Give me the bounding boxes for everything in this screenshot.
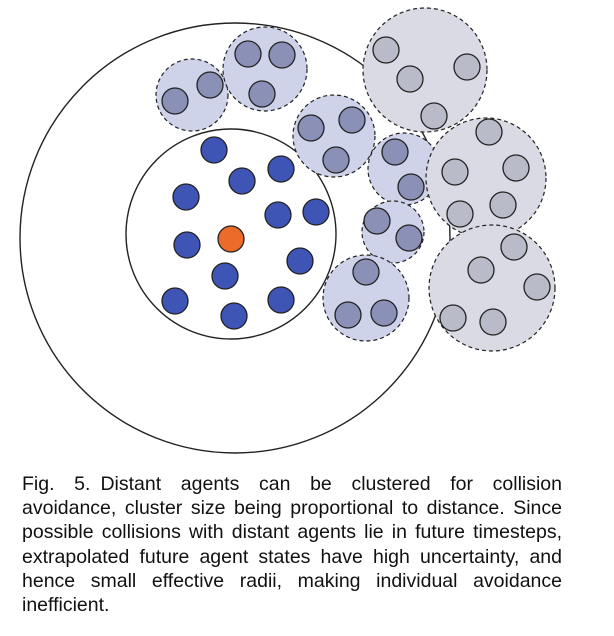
range-circles bbox=[19, 22, 451, 454]
far-agent bbox=[500, 233, 528, 261]
mid-agent bbox=[381, 138, 409, 166]
mid-agent bbox=[297, 114, 325, 142]
caption-text: Distant agents can be clustered for coll… bbox=[22, 473, 563, 617]
mid-agent bbox=[268, 41, 296, 69]
figure-caption: Fig. 5. Distant agents can be clustered f… bbox=[22, 472, 562, 617]
diagram-canvas bbox=[19, 7, 556, 454]
far-agent bbox=[453, 53, 481, 81]
mid-agent bbox=[196, 71, 224, 99]
mid-agent bbox=[395, 224, 423, 252]
mid-agent bbox=[234, 40, 262, 68]
far-agent bbox=[372, 36, 400, 64]
mid-agent bbox=[363, 207, 391, 235]
far-agent bbox=[420, 102, 448, 130]
near-agent bbox=[200, 136, 228, 164]
far-agent bbox=[475, 118, 503, 146]
inner-range-circle bbox=[125, 128, 337, 340]
mid-agent bbox=[248, 80, 276, 108]
near-agent bbox=[286, 247, 314, 275]
agents bbox=[161, 36, 551, 336]
near-agent bbox=[173, 231, 201, 259]
far-agent bbox=[467, 256, 495, 284]
clustering-diagram bbox=[19, 7, 556, 454]
far-agent bbox=[446, 200, 474, 228]
far-agent bbox=[502, 154, 530, 182]
outer-range-circle bbox=[19, 22, 451, 454]
mid-agent bbox=[322, 146, 350, 174]
far-agent bbox=[439, 304, 467, 332]
far-agent bbox=[479, 308, 507, 336]
mid-agent bbox=[352, 258, 380, 286]
mid-agent bbox=[370, 299, 398, 327]
ego-agent bbox=[217, 225, 245, 253]
far-agent bbox=[396, 65, 424, 93]
near-agent bbox=[267, 286, 295, 314]
far-agent bbox=[489, 191, 517, 219]
near-agent bbox=[172, 183, 200, 211]
mid-agent bbox=[338, 106, 366, 134]
near-agent bbox=[264, 201, 292, 229]
near-agent bbox=[267, 155, 295, 183]
near-agent bbox=[220, 302, 248, 330]
near-agent bbox=[302, 198, 330, 226]
far-agent bbox=[523, 273, 551, 301]
near-agent bbox=[228, 167, 256, 195]
near-agent bbox=[161, 287, 189, 315]
near-agent bbox=[211, 262, 239, 290]
mid-agent bbox=[397, 173, 425, 201]
far-agent bbox=[441, 158, 469, 186]
mid-agent bbox=[161, 87, 189, 115]
caption-label: Fig. 5. bbox=[22, 473, 91, 495]
mid-agent bbox=[334, 301, 362, 329]
